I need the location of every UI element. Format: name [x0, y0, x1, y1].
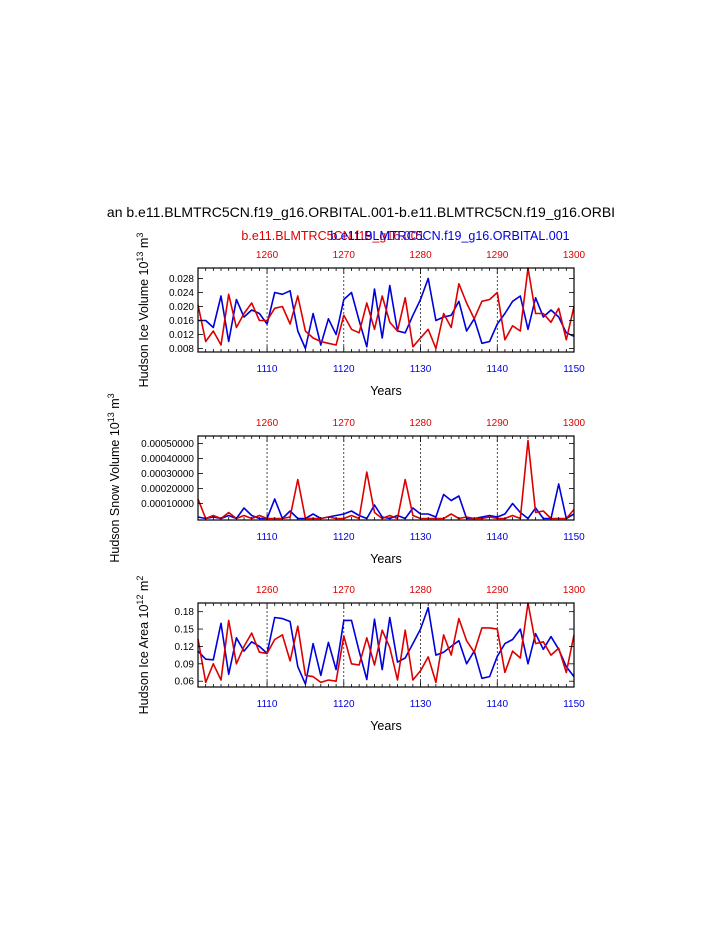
top-tick-label: 1300: [563, 250, 586, 261]
top-tick-label: 1270: [333, 250, 356, 261]
bottom-tick-label: 1120: [333, 532, 355, 543]
bottom-tick-label: 1110: [257, 699, 278, 710]
y-tick-label: 0.18: [175, 607, 195, 618]
y-tick-label: 0.09: [175, 659, 195, 670]
plot-frame: [197, 602, 575, 688]
bottom-tick-label: 1150: [563, 699, 585, 710]
bottom-tick-label: 1110: [257, 532, 278, 543]
top-tick-label: 1270: [333, 585, 356, 596]
y-tick-label: 0.00010000: [141, 499, 194, 510]
y-tick-label: 0.00040000: [141, 454, 194, 465]
x-axis-label: Years: [370, 384, 402, 398]
y-axis-label: Hudson Snow Volume 1013 m3: [106, 393, 122, 562]
y-tick-label: 0.00050000: [141, 439, 194, 450]
bottom-tick-label: 1130: [410, 364, 432, 375]
bottom-tick-label: 1130: [410, 699, 432, 710]
bottom-tick-label: 1150: [563, 364, 585, 375]
top-tick-label: 1260: [256, 250, 279, 261]
y-tick-label: 0.15: [175, 625, 195, 636]
chart-panel-3: 1110 1120 1130 1140 1150 1260 1270 1280 1290 1300…: [135, 576, 586, 733]
top-tick-label: 1270: [333, 418, 356, 429]
bottom-tick-label: 1130: [410, 532, 432, 543]
top-tick-label: 1280: [409, 250, 432, 261]
orbital-series-line: [198, 277, 575, 350]
chart-panel-2: 1110 1120 1130 1140 1150 1260 1270 1280 1290 1300…: [106, 393, 586, 566]
y-tick-label: 0.020: [169, 302, 194, 313]
control-series-line: [197, 602, 575, 684]
top-tick-label: 1280: [409, 418, 432, 429]
y-axis-label: Hudson Ice Volume 1013 m3: [135, 233, 151, 388]
top-tick-label: 1260: [256, 585, 279, 596]
top-tick-label: 1300: [563, 418, 586, 429]
y-tick-label: 0.00030000: [141, 469, 194, 480]
y-tick-label: 0.12: [175, 642, 195, 653]
y-tick-label: 0.012: [169, 330, 194, 341]
y-tick-label: 0.06: [175, 677, 195, 688]
x-axis-label: Years: [370, 552, 402, 566]
y-axis-label: Hudson Ice Area 1012 m2: [135, 576, 151, 715]
bottom-tick-label: 1150: [563, 532, 585, 543]
bottom-tick-label: 1110: [257, 364, 278, 375]
orbital-series-line: [197, 606, 575, 685]
chart-panel-1: 1110 1120 1130 1140 1150 1260 1270 1280 1290 1300…: [135, 233, 586, 398]
top-tick-label: 1260: [256, 418, 279, 429]
top-tick-label: 1290: [486, 418, 509, 429]
y-tick-label: 0.00020000: [141, 484, 194, 495]
plot-frame: [197, 435, 575, 521]
bottom-tick-label: 1120: [333, 364, 355, 375]
top-tick-label: 1300: [563, 585, 586, 596]
plot-frame: [197, 267, 575, 353]
x-axis-label: Years: [370, 719, 402, 733]
y-tick-label: 0.028: [169, 274, 194, 285]
legend-blue-label: b.e11.BLMTRC5CN.f19_g16.ORBITAL.001: [330, 229, 569, 243]
bottom-tick-label: 1140: [487, 364, 509, 375]
top-tick-label: 1290: [486, 585, 509, 596]
y-tick-label: 0.016: [169, 316, 194, 327]
bottom-tick-label: 1140: [487, 532, 509, 543]
top-tick-label: 1280: [409, 585, 432, 596]
orbital-series-line: [197, 483, 575, 520]
control-series-line: [197, 439, 575, 520]
top-tick-label: 1290: [486, 250, 509, 261]
bottom-tick-label: 1140: [487, 699, 509, 710]
legend-red-label: b.e11.BLMTRC5CN.f19_g16.001: [241, 229, 424, 243]
bottom-tick-label: 1120: [333, 699, 355, 710]
main-title: an b.e11.BLMTRC5CN.f19_g16.ORBITAL.001-b…: [107, 204, 615, 220]
y-tick-label: 0.024: [169, 288, 194, 299]
y-tick-label: 0.008: [169, 344, 194, 355]
control-series-line: [197, 267, 575, 350]
